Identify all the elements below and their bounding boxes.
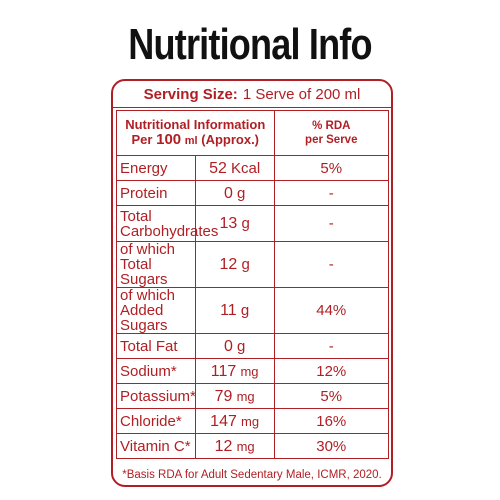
table-row: Sodium* 117 mg 12% — [116, 358, 390, 384]
nutrient-name-line1: of which — [120, 287, 176, 304]
nutrient-amount: 117 — [210, 362, 237, 380]
nutrient-name-line2: Added Sugars — [120, 302, 168, 334]
nutrient-amount: 52 — [209, 159, 227, 177]
nutrient-value: 117 mg — [194, 358, 275, 384]
table-row: Vitamin C* 12 mg 30% — [116, 433, 390, 459]
nutrient-rda: 16% — [273, 408, 390, 434]
nutrient-value: 0 g — [194, 180, 275, 206]
nutrient-value: 11 g — [194, 287, 275, 334]
nutrient-rda: - — [273, 241, 390, 288]
nutrient-unit: Kcal — [231, 159, 261, 177]
nutrient-amount: 12 — [219, 256, 238, 273]
table-row: Protein 0 g - — [116, 180, 390, 206]
nutrient-value: 12 mg — [194, 433, 275, 459]
header-rda-line2: per Serve — [305, 134, 358, 146]
nutrient-amount: 11 — [220, 302, 237, 319]
nutrient-name: of which Total Sugars — [116, 241, 196, 288]
nutrient-name: Protein — [116, 180, 196, 206]
nutrient-value: 12 g — [194, 241, 275, 288]
nutrient-name: Total Fat — [116, 333, 196, 359]
nutrient-value: 147 mg — [194, 408, 275, 434]
nutrient-amount: 0 — [223, 184, 233, 202]
nutrient-rda: 5% — [273, 383, 390, 409]
header-per: Per — [131, 132, 153, 147]
nutrient-value: 0 g — [194, 333, 275, 359]
nutrient-unit: g — [241, 256, 250, 273]
table-row: of which Total Sugars 12 g - — [116, 241, 390, 288]
footnote: *Basis RDA for Adult Sedentary Male, ICM… — [122, 469, 382, 481]
nutrient-rda: 44% — [273, 287, 390, 334]
table-row: Total Fat 0 g - — [116, 333, 390, 359]
nutrient-unit: g — [240, 302, 250, 319]
serving-size: Serving Size: 1 Serve of 200 ml — [113, 81, 391, 108]
table-row: Total Carbohydrates 13 g - — [116, 205, 390, 242]
nutrient-amount: 12 — [214, 437, 233, 455]
nutrient-unit: g — [237, 184, 246, 202]
nutrient-value: 52 Kcal — [194, 155, 275, 181]
header-amount: 100 — [156, 131, 182, 148]
serving-size-value: 1 Serve of 200 ml — [242, 85, 361, 103]
page-title: Nutritional Info — [128, 20, 372, 69]
nutrient-rda: 30% — [273, 433, 390, 459]
nutrient-name: Chloride* — [116, 408, 196, 434]
nutrient-rda: - — [273, 333, 390, 359]
nutrient-amount: 147 — [210, 412, 237, 430]
nutrition-panel: Serving Size: 1 Serve of 200 ml Nutritio… — [111, 79, 393, 487]
nutrient-name: Vitamin C* — [116, 433, 196, 459]
nutrient-rda: - — [273, 205, 390, 242]
table-row: Potassium* 79 mg 5% — [116, 383, 390, 409]
nutrient-name-line1: Total — [120, 207, 152, 225]
nutrient-name: Total Carbohydrates — [116, 205, 219, 242]
header-unit: ml — [184, 135, 198, 147]
table-header-row: Nutritional Information Per 100 ml (Appr… — [116, 110, 390, 156]
header-rda: % RDA per Serve — [273, 110, 390, 156]
table-row: Chloride* 147 mg 16% — [116, 408, 390, 434]
serving-size-label: Serving Size: — [143, 85, 238, 103]
header-approx: (Approx.) — [201, 132, 260, 147]
header-rda-line1: % RDA — [312, 120, 351, 132]
nutrient-unit: mg — [236, 388, 255, 404]
nutrient-name-line1: of which Total — [120, 241, 176, 273]
nutrient-rda: - — [273, 180, 390, 206]
nutrient-name: of which Added Sugars — [116, 287, 196, 334]
nutrient-value: 79 mg — [194, 383, 275, 409]
nutrient-unit: g — [237, 337, 246, 355]
table-row: Energy 52 Kcal 5% — [116, 155, 390, 181]
header-info-line1: Nutritional Information — [125, 117, 266, 132]
nutrient-unit: mg — [236, 438, 255, 454]
nutrient-rda: 12% — [273, 358, 390, 384]
header-nutritional-information: Nutritional Information Per 100 ml (Appr… — [116, 110, 275, 156]
nutrient-name: Energy — [116, 155, 196, 181]
nutrient-unit: mg — [241, 413, 260, 429]
nutrient-unit: g — [241, 215, 250, 232]
nutrient-name-line2: Carbohydrates — [120, 222, 219, 240]
nutrition-table: Nutritional Information Per 100 ml (Appr… — [116, 110, 390, 459]
nutrient-name: Potassium* — [116, 383, 196, 409]
nutrient-amount: 79 — [214, 387, 233, 405]
nutrient-name: Sodium* — [116, 358, 196, 384]
nutrient-unit: mg — [240, 363, 259, 379]
nutrient-name-line2: Sugars — [120, 271, 168, 288]
nutrient-rda: 5% — [273, 155, 390, 181]
header-info-line2: Per 100 ml (Approx.) — [120, 132, 271, 149]
nutrient-value: 13 g — [194, 205, 275, 242]
table-row: of which Added Sugars 11 g 44% — [116, 287, 390, 334]
nutrient-amount: 13 — [219, 215, 238, 232]
nutrient-amount: 0 — [223, 337, 233, 355]
